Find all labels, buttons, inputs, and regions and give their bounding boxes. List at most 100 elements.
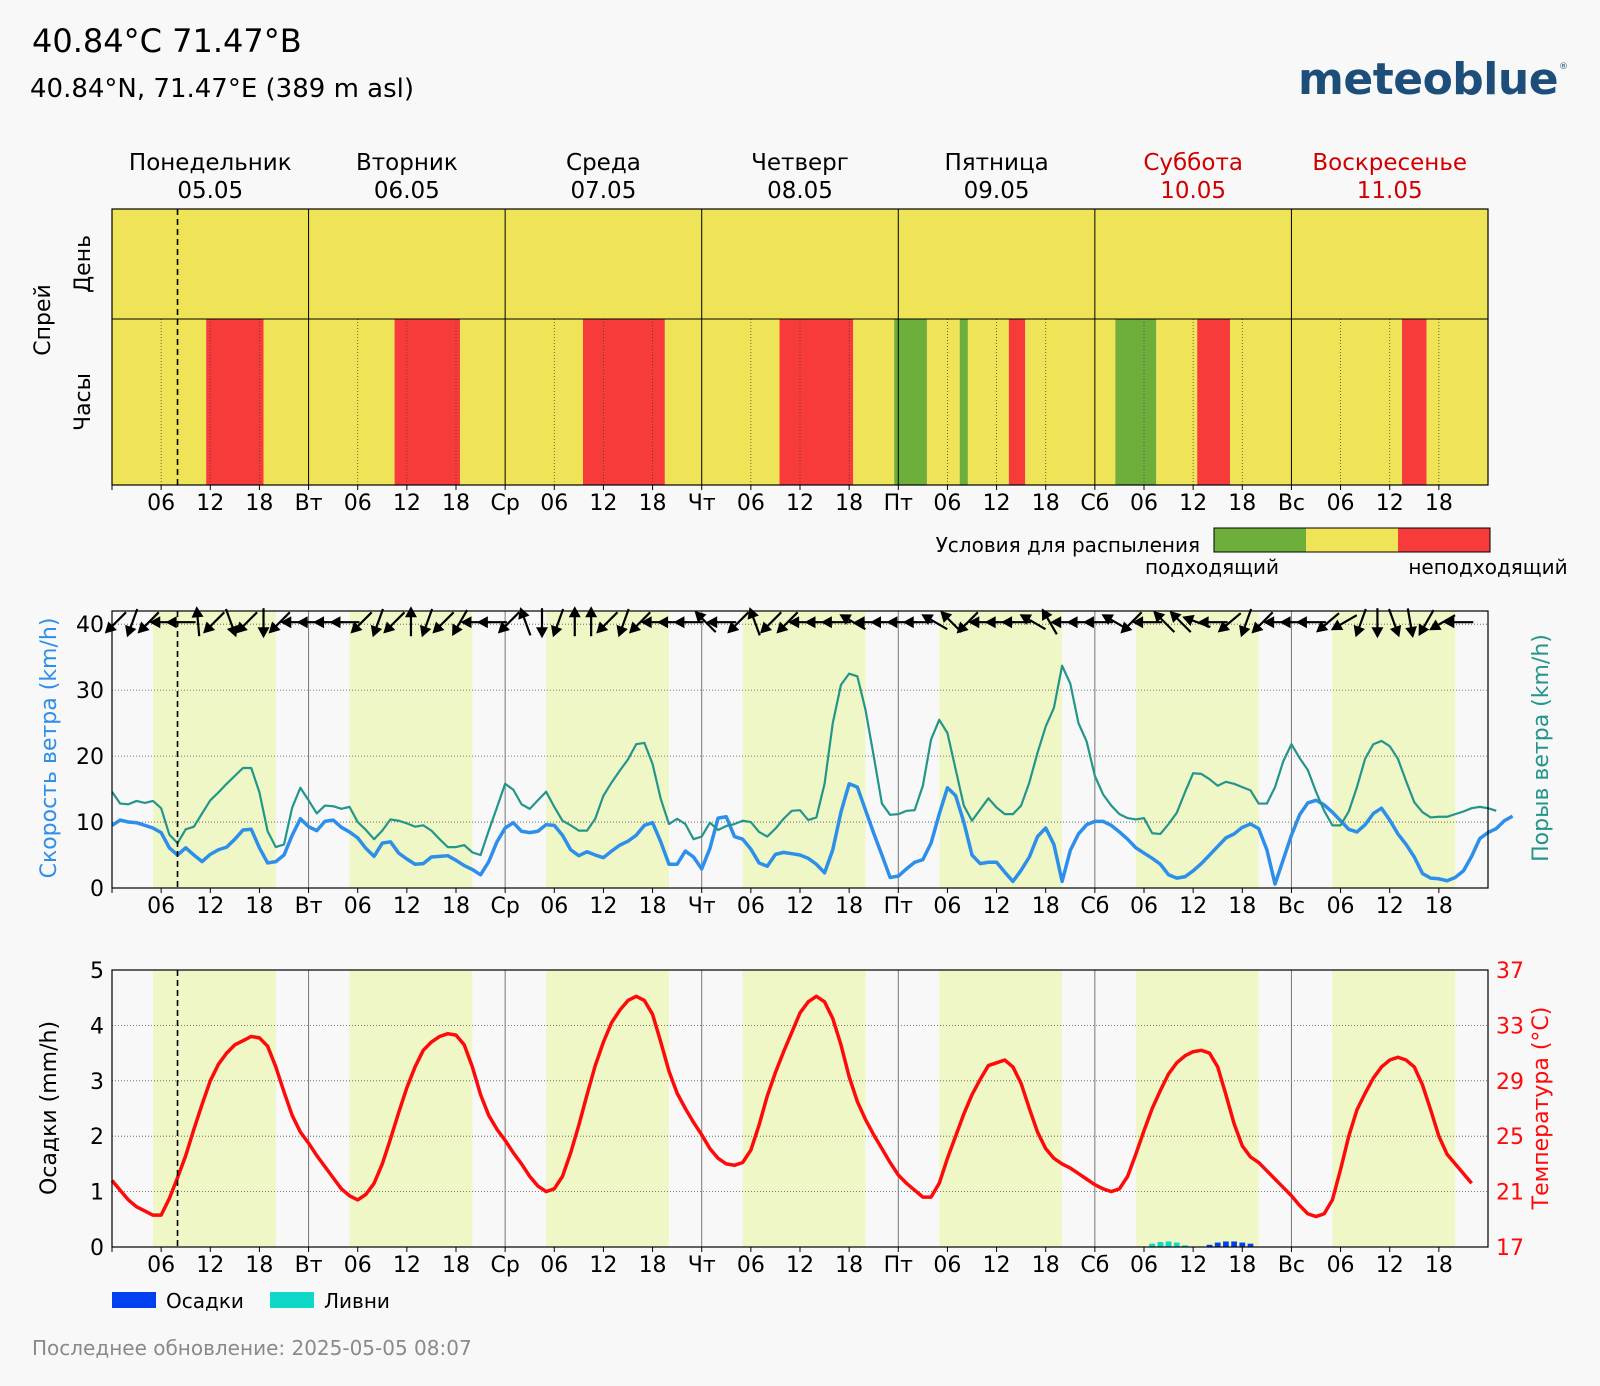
daylight-band — [152, 970, 276, 1247]
shower-bar — [1182, 1245, 1188, 1247]
wind-arrow-head — [350, 621, 363, 634]
wind-direction-arrow — [1418, 609, 1435, 637]
meteoblue-logo[interactable]: meteoblue® — [1298, 54, 1568, 105]
wind-arrow-head — [1182, 614, 1195, 627]
spray-day-cell — [505, 209, 702, 319]
spray-day-cell — [308, 209, 506, 319]
hour-tick-label: 12 — [589, 491, 617, 516]
wind-arrow-head — [940, 610, 953, 623]
daylight-band — [1332, 970, 1456, 1247]
hour-tick-label: 12 — [1179, 1253, 1207, 1278]
wind-arrow-head — [694, 610, 707, 623]
hour-tick-label: 18 — [639, 491, 667, 516]
daylight-band — [546, 970, 669, 1247]
spray-day-cell — [898, 209, 1095, 319]
hour-tick-label: 18 — [245, 1253, 273, 1278]
wind-arrow-head — [536, 627, 548, 639]
wind-direction-arrow — [1197, 616, 1228, 629]
hour-tick-label: 18 — [639, 894, 667, 919]
hour-tick-label: 06 — [933, 491, 961, 516]
shower-legend-label: Ливни — [324, 1289, 390, 1313]
wind-arrow-head — [1251, 621, 1264, 634]
hour-tick-label: 06 — [1130, 1253, 1158, 1278]
wind-arrow-head — [383, 621, 396, 634]
wind-direction-arrow — [776, 611, 799, 634]
wind-arrow-head — [1153, 610, 1166, 623]
wind-arrow-head — [956, 621, 969, 634]
daylight-band — [742, 611, 866, 888]
wind-gust-line — [111, 664, 1497, 857]
wind-direction-arrow — [1019, 614, 1047, 631]
precip-y-tick-label: 5 — [90, 959, 104, 984]
precip-y-tick-label: 0 — [90, 1236, 104, 1261]
temperature-axis-label: Температура (°C) — [1529, 1007, 1554, 1211]
hour-tick-label: 12 — [983, 491, 1011, 516]
wind-arrow-head — [984, 616, 996, 629]
spray-hour-segment — [779, 319, 854, 485]
wind-direction-arrow — [1295, 616, 1326, 629]
wind-arrow-head — [1050, 616, 1062, 629]
daylight-band — [1332, 611, 1456, 888]
wind-direction-arrow — [452, 609, 469, 637]
hour-tick-label: 18 — [1425, 1253, 1453, 1278]
wind-direction-arrow — [235, 611, 258, 634]
day-name-label: Суббота — [1143, 150, 1243, 176]
hour-tick-label: 06 — [737, 1253, 765, 1278]
spray-day-cell — [1094, 209, 1292, 319]
wind-direction-arrow — [921, 614, 948, 631]
hour-tick-label: 06 — [933, 1253, 961, 1278]
day-abbr-tick-label: Сб — [1080, 491, 1109, 516]
wind-arrow-head — [902, 616, 914, 629]
spray-axis-label: Спрей — [31, 284, 56, 356]
hour-tick-label: 12 — [1376, 894, 1404, 919]
spray-hour-segment — [926, 319, 960, 485]
wind-direction-arrow — [329, 616, 360, 629]
wind-speed-line — [111, 782, 1514, 886]
wind-direction-arrow — [419, 608, 434, 638]
hour-tick-label: 06 — [344, 1253, 372, 1278]
wind-speed-axis-label: Скорость ветра (km/h) — [37, 618, 62, 879]
day-name-label: Вторник — [356, 150, 458, 176]
day-abbr-tick-label: Вс — [1278, 894, 1305, 919]
wind-direction-arrow — [350, 611, 373, 634]
spray-hour-segment — [967, 319, 1009, 485]
day-abbr-tick-label: Ср — [490, 894, 519, 919]
hour-tick-label: 18 — [835, 1253, 863, 1278]
wind-arrow-head — [313, 616, 325, 629]
hour-tick-label: 06 — [933, 894, 961, 919]
wind-direction-arrow — [536, 608, 548, 639]
wind-arrow-head — [1279, 616, 1291, 629]
wind-direction-arrow — [224, 608, 239, 638]
wind-arrow-head — [804, 616, 816, 629]
wind-arrow-head — [419, 624, 432, 638]
temperature-y-tick-label: 17 — [1496, 1236, 1524, 1261]
day-name-label: Воскресенье — [1312, 150, 1467, 176]
wind-arrow-head — [616, 624, 628, 638]
wind-arrow-head — [706, 616, 718, 629]
wind-arrow-head — [165, 616, 177, 629]
spray-day-cell — [112, 209, 309, 319]
wind-gust-axis-label: Порыв ветра (km/h) — [1529, 634, 1554, 862]
spray-hour-segment — [394, 319, 461, 485]
hour-tick-label: 12 — [196, 894, 224, 919]
temperature-y-tick-label: 37 — [1496, 959, 1524, 984]
spray-hour-segment — [460, 319, 583, 485]
wind-arrow-head — [921, 614, 934, 625]
wind-arrow-head — [1371, 627, 1384, 639]
hour-tick-label: 06 — [540, 894, 568, 919]
wind-arrow-head — [1316, 620, 1329, 633]
hour-tick-label: 18 — [1032, 491, 1060, 516]
day-abbr-tick-label: Чт — [688, 491, 716, 516]
wind-arrow-head — [820, 616, 832, 629]
wind-arrow-head — [1197, 616, 1209, 629]
spray-hour-segment — [1008, 319, 1026, 485]
wind-direction-arrow — [1316, 612, 1340, 633]
wind-arrow-head — [404, 606, 417, 618]
hour-tick-label: 18 — [442, 491, 470, 516]
day-date-label: 11.05 — [1357, 178, 1423, 204]
wind-arrow-head — [1169, 610, 1182, 623]
day-abbr-tick-label: Сб — [1080, 894, 1109, 919]
precip-legend-label: Осадки — [166, 1289, 244, 1313]
hour-tick-label: 12 — [983, 1253, 1011, 1278]
